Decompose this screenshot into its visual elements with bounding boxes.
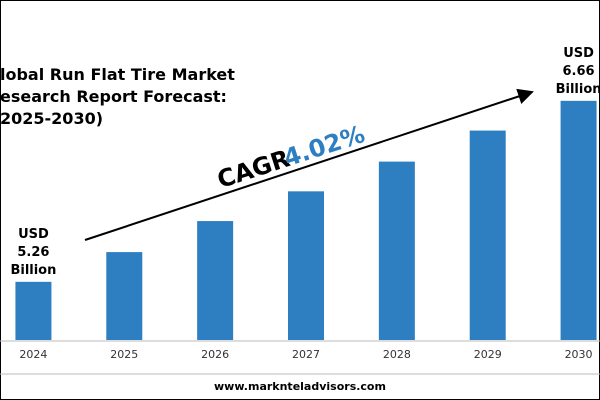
cagr: CAGR 4.02% (214, 120, 368, 194)
x-tick-label: 2026 (201, 348, 229, 361)
chart-title: lobal Run Flat Tire Market esearch Report… (0, 64, 235, 130)
title-line: esearch Report Forecast: (0, 87, 227, 106)
bar (469, 130, 506, 340)
title-line: 2025-2030) (0, 109, 104, 128)
bar (197, 221, 234, 340)
cagr-value: 4.02% (280, 120, 368, 172)
trend-arrow (84, 88, 534, 241)
x-tick-label: 2028 (383, 348, 411, 361)
title-line: lobal Run Flat Tire Market (0, 65, 235, 84)
cagr-label: CAGR (214, 144, 293, 194)
x-tick-label: 2025 (110, 348, 138, 361)
x-tick-label: 2024 (19, 348, 47, 361)
bar (378, 161, 415, 340)
x-tick-label: 2027 (292, 348, 320, 361)
bar (15, 281, 52, 340)
bar (560, 100, 597, 340)
value-label: USD 6.66 Billion (555, 45, 600, 97)
footer: www.marknteladvisors.com (214, 380, 386, 393)
bar (288, 191, 324, 340)
x-tick-label: 2029 (474, 348, 502, 361)
value-label: USD 5.26 Billion (10, 226, 57, 278)
bar (106, 252, 143, 340)
x-tick-label: 2030 (565, 348, 593, 361)
